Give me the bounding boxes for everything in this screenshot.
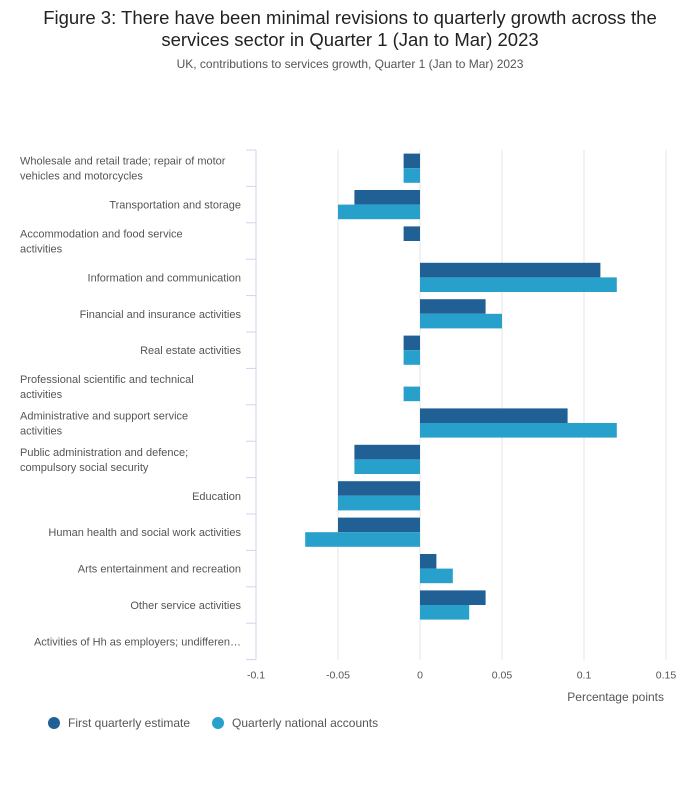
x-tick-label: -0.1 (247, 670, 265, 682)
legend-swatch-first-estimate (48, 717, 60, 729)
bar-national-accounts[interactable] (338, 495, 420, 511)
legend-item-national-accounts[interactable]: Quarterly national accounts (212, 716, 378, 730)
legend-label-first-estimate: First quarterly estimate (68, 716, 191, 730)
x-tick-label: 0 (417, 670, 423, 682)
category-label: Transportation and storage (109, 200, 241, 212)
bar-national-accounts[interactable] (403, 350, 420, 365)
bar-national-accounts[interactable] (420, 605, 470, 620)
bar-first-estimate[interactable] (338, 481, 420, 496)
bar-first-estimate[interactable] (403, 226, 420, 241)
bar-first-estimate[interactable] (403, 335, 420, 351)
chart-subtitle: UK, contributions to services growth, Qu… (176, 57, 524, 71)
bar-national-accounts[interactable] (403, 386, 420, 402)
category-label: Real estate activities (140, 345, 241, 357)
category-label: Arts entertainment and recreation (78, 564, 241, 576)
bars (305, 153, 617, 620)
bar-national-accounts[interactable] (420, 423, 617, 438)
bar-national-accounts[interactable] (420, 313, 502, 329)
category-label: Professional scientific and technical act… (20, 374, 194, 401)
x-tick-label: 0.1 (577, 670, 592, 682)
bar-first-estimate[interactable] (420, 299, 486, 314)
bar-national-accounts[interactable] (420, 568, 453, 584)
category-label: Wholesale and retail trade; repair of mo… (20, 156, 226, 183)
x-axis-title: Percentage points (567, 690, 664, 704)
x-axis-ticks: -0.1 -0.05 0 0.05 0.1 0.15 (247, 670, 676, 682)
bar-national-accounts[interactable] (305, 532, 420, 547)
category-label: Administrative and support service activi… (20, 411, 188, 438)
category-labels: Wholesale and retail trade; repair of mo… (20, 156, 241, 649)
category-label: Financial and insurance activities (80, 309, 242, 321)
bar-first-estimate[interactable] (354, 190, 420, 205)
bar-first-estimate[interactable] (420, 262, 601, 278)
legend-item-first-estimate[interactable]: First quarterly estimate (48, 716, 190, 730)
category-label: Other service activities (130, 600, 241, 612)
bar-national-accounts[interactable] (354, 459, 420, 474)
category-label: Human health and social work activities (48, 527, 241, 539)
category-label: Activities of Hh as employers; undiffere… (34, 636, 241, 648)
bar-first-estimate[interactable] (338, 517, 420, 533)
legend-label-national-accounts: Quarterly national accounts (232, 716, 379, 730)
bar-first-estimate[interactable] (354, 444, 420, 460)
bar-national-accounts[interactable] (338, 204, 420, 220)
bar-national-accounts[interactable] (420, 277, 617, 292)
bar-first-estimate[interactable] (420, 554, 437, 569)
legend-swatch-national-accounts (212, 717, 225, 729)
gridlines (246, 149, 667, 661)
category-label: Accommodation and food service activities (20, 229, 183, 256)
bar-chart: Wholesale and retail trade; repair of mo… (20, 149, 676, 704)
bar-first-estimate[interactable] (420, 408, 568, 423)
legend: First quarterly estimate Quarterly natio… (48, 716, 400, 730)
bar-first-estimate[interactable] (403, 153, 420, 169)
bar-national-accounts[interactable] (403, 168, 420, 183)
category-label: Education (192, 491, 241, 503)
x-tick-label: 0.05 (492, 670, 513, 682)
bar-first-estimate[interactable] (420, 590, 486, 605)
chart-title: Figure 3: There have been minimal revisi… (43, 7, 657, 50)
x-tick-label: -0.05 (326, 670, 350, 682)
x-tick-label: 0.15 (656, 670, 677, 682)
category-label: Information and communication (88, 272, 241, 284)
category-label: Public administration and defence; compul… (20, 447, 188, 474)
